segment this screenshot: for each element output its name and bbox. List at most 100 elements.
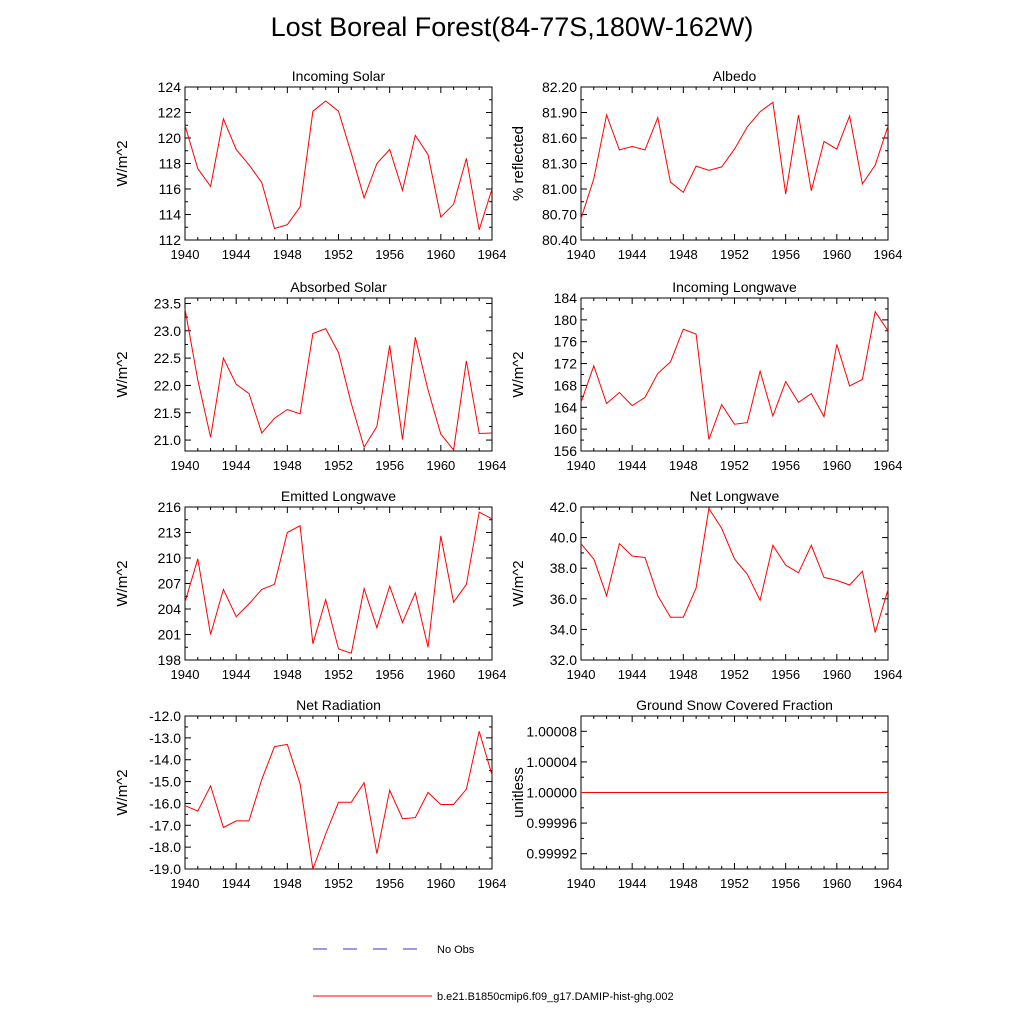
panel-3: 1940 1944 1948 1952 1956 1960 1964 21.0 21.5 22.0… [114,279,506,473]
x-tick-label: 1952 [324,247,353,262]
panel-4: 1940 1944 1948 1952 1956 1960 1964 156 160 164 168… [510,279,902,473]
x-tick-label: 1956 [375,876,404,891]
y-tick-label: 118 [159,156,182,172]
y-tick-label: -16.0 [149,795,181,811]
y-tick-label: 213 [158,525,182,541]
x-tick-label: 1956 [771,876,800,891]
x-tick-label: 1952 [324,876,353,891]
y-tick-label: 81.60 [542,130,577,146]
x-tick-label: 1944 [618,247,647,262]
y-tick-label: 36.0 [550,591,577,607]
legend-label-no-obs: No Obs [437,944,475,956]
y-tick-label: 1.00008 [526,723,577,739]
x-tick-label: 1952 [720,247,749,262]
y-tick-label: 207 [158,576,182,592]
x-tick-label: 1940 [567,458,596,473]
x-tick-label: 1956 [375,247,404,262]
x-tick-label: 1956 [771,458,800,473]
panel-8: 1940 1944 1948 1952 1956 1960 1964 0.99992 0.999… [510,697,902,891]
y-tick-label: 201 [158,627,182,643]
y-axis-label: W/m^2 [510,351,527,397]
series-line [184,731,493,870]
x-tick-label: 1964 [874,667,903,682]
y-axis-label: W/m^2 [114,140,131,186]
x-tick-label: 1960 [426,458,455,473]
x-tick-label: 1964 [874,876,903,891]
y-tick-label: 81.00 [542,181,577,197]
y-tick-label: 160 [554,421,578,437]
x-tick-label: 1960 [426,247,455,262]
panel-title: Net Longwave [690,488,780,504]
y-tick-label: 1.00000 [526,785,577,801]
y-tick-label: 172 [554,356,578,372]
x-tick-label: 1956 [375,667,404,682]
x-tick-label: 1948 [669,458,698,473]
x-tick-label: 1940 [567,247,596,262]
x-tick-label: 1952 [720,667,749,682]
y-tick-label: 1.00004 [526,754,577,770]
y-tick-label: -19.0 [149,861,181,877]
panel-1: 1940 1944 1948 1952 1956 1960 1964 112 114 116 118… [114,68,506,262]
legend-label-model: b.e21.B1850cmip6.f09_g17.DAMIP-hist-ghg.… [437,991,674,1003]
x-tick-label: 1948 [669,247,698,262]
y-tick-label: 32.0 [550,652,577,668]
x-tick-label: 1960 [822,667,851,682]
x-tick-label: 1944 [618,458,647,473]
y-axis-label: W/m^2 [510,560,527,606]
legend: No Obs b.e21.B1850cmip6.f09_g17.DAMIP-his… [313,944,674,1003]
series-line [184,100,493,230]
panel-7: 1940 1944 1948 1952 1956 1960 1964 -19.0 -18.0 -1… [114,697,506,891]
y-tick-label: 21.0 [154,432,181,448]
y-tick-label: 42.0 [550,499,577,515]
x-tick-label: 1952 [324,667,353,682]
x-tick-label: 1956 [771,667,800,682]
y-tick-label: -17.0 [149,817,181,833]
x-tick-label: 1960 [822,876,851,891]
y-axis-label: W/m^2 [114,560,131,606]
x-tick-label: 1948 [669,667,698,682]
y-tick-label: 23.5 [154,295,181,311]
plot-frame [580,86,889,241]
y-tick-label: 120 [158,130,182,146]
y-tick-label: -14.0 [149,752,181,768]
y-tick-label: 21.5 [154,405,181,421]
y-tick-label: -13.0 [149,730,181,746]
x-tick-label: 1944 [222,247,251,262]
x-tick-label: 1952 [720,458,749,473]
x-tick-label: 1940 [567,667,596,682]
x-tick-label: 1960 [822,247,851,262]
y-tick-label: 180 [554,312,578,328]
x-tick-label: 1964 [478,247,507,262]
panel-2: 1940 1944 1948 1952 1956 1960 1964 80.40 80.70 81… [510,68,902,262]
x-tick-label: 1952 [324,458,353,473]
series-line [580,310,889,440]
panel-title: Emitted Longwave [281,488,396,504]
x-tick-label: 1964 [478,667,507,682]
panel-title: Incoming Solar [292,68,386,84]
x-tick-label: 1940 [171,667,200,682]
y-tick-label: 210 [158,550,182,566]
y-axis-label: % reflected [510,126,527,201]
plot-frame [184,506,493,661]
x-tick-label: 1944 [222,667,251,682]
x-tick-label: 1964 [478,458,507,473]
x-tick-label: 1944 [618,667,647,682]
y-tick-label: 122 [158,105,182,121]
x-tick-label: 1956 [771,247,800,262]
x-tick-label: 1948 [669,876,698,891]
y-tick-label: 34.0 [550,621,577,637]
panel-title: Albedo [713,68,757,84]
y-tick-label: 23.0 [154,323,181,339]
series-line [580,101,889,219]
x-tick-label: 1940 [171,876,200,891]
x-tick-label: 1944 [618,876,647,891]
panel-5: 1940 1944 1948 1952 1956 1960 1964 198 201 204 207… [114,488,506,682]
x-tick-label: 1960 [426,876,455,891]
y-tick-label: 0.99996 [526,815,577,831]
x-tick-label: 1948 [273,458,302,473]
plot-frame [580,506,889,661]
x-tick-label: 1956 [375,458,404,473]
y-tick-label: -12.0 [149,708,181,724]
x-tick-label: 1948 [273,247,302,262]
y-tick-label: 82.20 [542,79,577,95]
